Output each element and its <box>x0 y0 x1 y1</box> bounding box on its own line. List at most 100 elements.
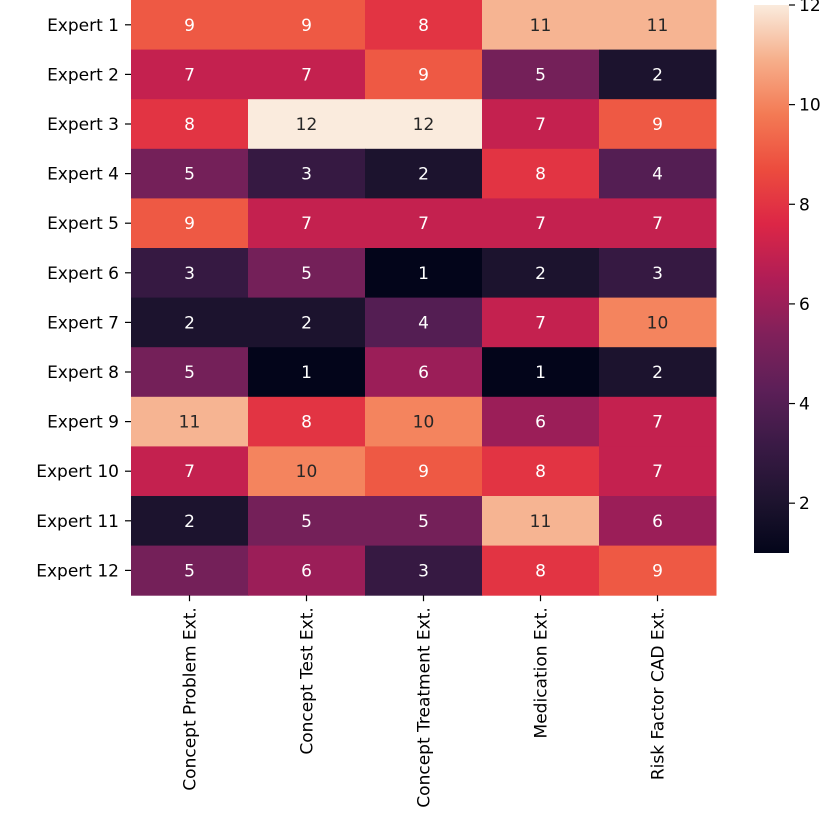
row-label: Expert 7 <box>47 313 119 333</box>
row-label: Expert 11 <box>36 512 119 532</box>
cell-value-label: 7 <box>535 214 546 234</box>
heatmap-cell <box>131 396 249 447</box>
heatmap-cell <box>365 396 483 447</box>
heatmap-cell <box>599 99 717 150</box>
cell-value-label: 9 <box>418 65 429 85</box>
cell-value-label: 12 <box>296 115 318 135</box>
heatmap-cell <box>248 396 366 447</box>
heatmap-cell <box>248 297 366 348</box>
heatmap-cell <box>482 148 600 199</box>
heatmap-cell <box>131 99 249 150</box>
colorbar-tick-label: 12 <box>799 0 821 16</box>
cell-value-label: 6 <box>301 561 312 581</box>
colorbar-tick-label: 6 <box>799 295 810 315</box>
heatmap-cell <box>248 198 366 249</box>
heatmap-cell <box>365 347 483 398</box>
cell-value-label: 9 <box>418 462 429 482</box>
cell-value-label: 1 <box>535 363 546 383</box>
cell-value-label: 6 <box>535 413 546 433</box>
cell-value-label: 2 <box>184 313 195 333</box>
heatmap-cell <box>482 297 600 348</box>
cell-value-label: 2 <box>184 512 195 532</box>
heatmap-cell <box>365 49 483 100</box>
heatmap-cell <box>131 297 249 348</box>
heatmap-cell <box>131 248 249 299</box>
cell-value-label: 6 <box>652 512 663 532</box>
cell-value-label: 10 <box>647 313 669 333</box>
heatmap-cell <box>482 496 600 547</box>
heatmap-cell <box>248 496 366 547</box>
heatmap-cell <box>482 49 600 100</box>
row-label: Expert 4 <box>47 165 119 185</box>
heatmap-cell <box>365 297 483 348</box>
row-labels: Expert 1 Expert 2 Expert 3 Expert 4 Expert 5… <box>36 16 131 581</box>
heatmap-cell <box>248 0 366 51</box>
cell-value-label: 11 <box>647 16 669 36</box>
cell-value-label: 11 <box>530 512 552 532</box>
cell-value-label: 2 <box>301 313 312 333</box>
heatmap-cell <box>131 148 249 199</box>
heatmap-cell <box>131 446 249 497</box>
cell-value-label: 5 <box>184 561 195 581</box>
row-label: Expert 8 <box>47 363 119 383</box>
row-label: Expert 5 <box>47 214 119 234</box>
heatmap-cell <box>131 496 249 547</box>
colorbar-tick-label: 10 <box>799 96 821 116</box>
heatmap-cell <box>365 198 483 249</box>
heatmap-cell <box>482 347 600 398</box>
cell-value-label: 11 <box>530 16 552 36</box>
cell-value-label: 3 <box>652 264 663 284</box>
cell-value-label: 8 <box>301 413 312 433</box>
heatmap-cell <box>599 297 717 348</box>
cell-value-label: 3 <box>418 561 429 581</box>
column-labels: Concept Problem Ext. Concept Test Ext. Con… <box>181 595 669 808</box>
heatmap-cell <box>599 248 717 299</box>
heatmap-cell <box>248 99 366 150</box>
cell-value-label: 7 <box>535 313 546 333</box>
cell-value-label: 7 <box>652 214 663 234</box>
cell-value-label: 7 <box>652 413 663 433</box>
heatmap-cell <box>365 0 483 51</box>
cell-value-label: 7 <box>535 115 546 135</box>
row-label: Expert 6 <box>47 264 119 284</box>
heatmap-cell <box>599 347 717 398</box>
cell-value-label: 8 <box>535 561 546 581</box>
row-label: Expert 3 <box>47 115 119 135</box>
heatmap-cell <box>482 198 600 249</box>
heatmap-cell <box>131 0 249 51</box>
cell-value-label: 7 <box>652 462 663 482</box>
colorbar-tick-label: 4 <box>799 395 810 415</box>
heatmap-cell <box>131 198 249 249</box>
cell-value-label: 2 <box>652 65 663 85</box>
heatmap-cell <box>482 0 600 51</box>
colorbar-tick-label: 8 <box>799 195 810 215</box>
cell-value-label: 1 <box>301 363 312 383</box>
heatmap-cell <box>365 248 483 299</box>
cell-value-label: 5 <box>301 512 312 532</box>
heatmap-cell <box>365 496 483 547</box>
heatmap-cell <box>365 148 483 199</box>
heatmap-cell <box>248 148 366 199</box>
cell-value-label: 7 <box>301 65 312 85</box>
heatmap-cell <box>365 446 483 497</box>
heatmap-cell <box>131 545 249 596</box>
heatmap-cell <box>248 446 366 497</box>
heatmap-cell <box>482 545 600 596</box>
cell-value-label: 12 <box>413 115 435 135</box>
row-label: Expert 9 <box>47 413 119 433</box>
cell-value-label: 3 <box>184 264 195 284</box>
heatmap-cell <box>482 396 600 447</box>
heatmap-cell <box>248 545 366 596</box>
heatmap-cell <box>599 198 717 249</box>
colorbar-tick-label: 2 <box>799 494 810 514</box>
cell-value-label: 10 <box>413 413 435 433</box>
heatmap-cell <box>365 545 483 596</box>
cell-value-label: 5 <box>535 65 546 85</box>
heatmap-cell <box>599 0 717 51</box>
cell-value-label: 6 <box>418 363 429 383</box>
cell-value-label: 9 <box>184 214 195 234</box>
column-label: Concept Treatment Ext. <box>415 607 435 808</box>
heatmap-cell <box>131 49 249 100</box>
cell-value-label: 2 <box>652 363 663 383</box>
cell-value-label: 11 <box>179 413 201 433</box>
